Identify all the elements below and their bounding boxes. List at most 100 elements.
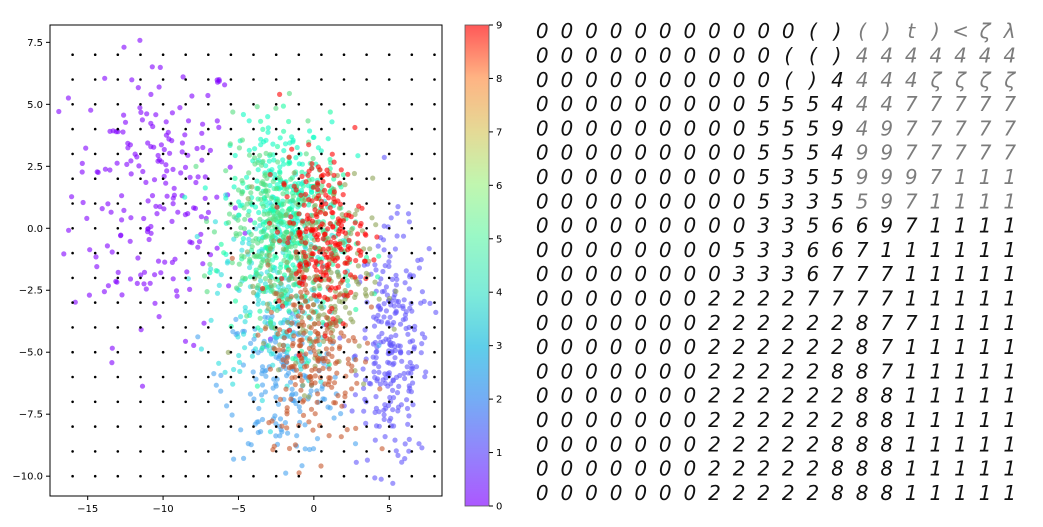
scatter-point-digit-8 — [342, 390, 348, 396]
scatter-point-digit-6 — [283, 287, 289, 293]
scatter-point-digit-7 — [391, 326, 397, 332]
scatter-point-digit-1 — [387, 342, 393, 348]
scatter-point-digit-1 — [410, 366, 416, 372]
manifold-digit-cell: 0 — [659, 457, 672, 481]
manifold-digit-cell: 0 — [536, 384, 549, 408]
scatter-point-digit-9 — [325, 171, 331, 177]
manifold-digit-cell: 4 — [880, 43, 893, 67]
manifold-digit-cell: 2 — [831, 384, 844, 408]
scatter-point-digit-8 — [301, 322, 307, 328]
scatter-point-digit-1 — [353, 459, 359, 465]
grid-dot — [410, 78, 414, 81]
scatter-point-digit-1 — [383, 336, 389, 342]
scatter-point-digit-5 — [265, 343, 271, 349]
scatter-point-digit-9 — [289, 146, 295, 152]
grid-dot — [387, 301, 391, 304]
manifold-digit-cell: 9 — [831, 116, 844, 140]
manifold-digit-cell: 2 — [733, 481, 746, 505]
manifold-digit-cell: 7 — [954, 116, 967, 140]
manifold-digit-cell: 1 — [905, 481, 918, 505]
manifold-digit-cell: 3 — [782, 165, 795, 189]
scatter-point-digit-1 — [390, 387, 396, 393]
scatter-point-digit-6 — [239, 137, 245, 143]
scatter-point-digit-2 — [293, 400, 299, 407]
manifold-digit-cell: 0 — [733, 92, 746, 116]
scatter-point-digit-2 — [240, 362, 246, 368]
scatter-point-digit-7 — [249, 184, 255, 190]
scatter-point-digit-0 — [170, 166, 176, 172]
scatter-point-digit-1 — [397, 321, 404, 327]
grid-dot — [342, 400, 346, 404]
scatter-point-digit-0 — [187, 174, 193, 180]
manifold-digit-cell: 2 — [708, 384, 721, 408]
scatter-point-digit-1 — [398, 350, 404, 356]
scatter-point-digit-1 — [395, 343, 401, 349]
scatter-point-digit-7 — [286, 276, 292, 283]
scatter-point-digit-9 — [371, 257, 377, 263]
scatter-point-digit-8 — [312, 366, 318, 372]
manifold-digit-cell: 2 — [757, 408, 770, 432]
manifold-digit-cell: 7 — [905, 189, 918, 213]
scatter-point-digit-9 — [296, 268, 302, 274]
scatter-point-digit-3 — [236, 352, 242, 359]
grid-dot — [274, 152, 278, 156]
grid-dot — [320, 53, 323, 56]
grid-dot — [252, 326, 255, 329]
scatter-point-digit-4 — [231, 184, 237, 190]
scatter-point-digit-6 — [278, 220, 284, 226]
scatter-point-digit-2 — [259, 416, 266, 423]
grid-dot — [274, 103, 278, 106]
grid-dot — [410, 227, 414, 230]
manifold-digit-cell: ζ — [1003, 68, 1016, 92]
scatter-point-digit-0 — [137, 105, 143, 111]
scatter-point-digit-8 — [326, 351, 332, 357]
scatter-point-digit-7 — [308, 296, 314, 302]
scatter-point-digit-8 — [284, 425, 290, 431]
scatter-point-digit-5 — [255, 325, 261, 331]
scatter-point-digit-8 — [329, 384, 335, 390]
scatter-point-digit-4 — [240, 236, 246, 242]
grid-dot — [342, 202, 346, 205]
grid-dot — [139, 425, 142, 428]
scatter-point-digit-0 — [149, 193, 156, 199]
manifold-digit-cell: 1 — [930, 481, 943, 505]
scatter-point-digit-6 — [211, 229, 217, 235]
grid-dot — [116, 127, 120, 131]
scatter-point-digit-0 — [182, 132, 188, 138]
scatter-point-digit-0 — [147, 280, 153, 286]
manifold-digit-cell: 0 — [585, 19, 598, 43]
grid-dot — [252, 53, 255, 56]
scatter-point-digit-1 — [361, 408, 367, 414]
grid-dot — [342, 301, 346, 304]
scatter-point-digit-7 — [336, 274, 342, 280]
scatter-point-digit-0 — [128, 171, 134, 177]
scatter-point-digit-5 — [236, 212, 242, 218]
scatter-point-digit-1 — [386, 259, 392, 265]
scatter-point-digit-5 — [286, 308, 292, 314]
scatter-point-digit-9 — [274, 204, 280, 210]
scatter-point-digit-2 — [307, 446, 313, 453]
scatter-point-digit-0 — [121, 112, 127, 118]
scatter-point-digit-1 — [422, 335, 428, 341]
scatter-point-digit-0 — [191, 342, 197, 348]
scatter-point-digit-4 — [255, 167, 261, 173]
grid-dot — [387, 276, 391, 280]
scatter-point-digit-0 — [164, 193, 170, 199]
scatter-point-digit-0 — [152, 300, 158, 306]
scatter-point-digit-8 — [316, 367, 322, 373]
scatter-point-digit-6 — [290, 237, 296, 243]
manifold-digit-cell: 2 — [757, 384, 770, 408]
grid-dot — [116, 276, 120, 280]
manifold-digit-cell: 0 — [684, 311, 697, 335]
manifold-digit-cell: 0 — [708, 262, 721, 286]
scatter-point-digit-0 — [200, 261, 206, 267]
scatter-point-digit-8 — [327, 336, 333, 342]
grid-dot — [342, 276, 346, 280]
scatter-point-digit-1 — [373, 355, 379, 361]
manifold-digit-cell: 4 — [831, 92, 844, 116]
scatter-point-digit-1 — [416, 441, 422, 447]
scatter-point-digit-7 — [264, 258, 270, 264]
manifold-digit-cell: 0 — [684, 384, 697, 408]
scatter-point-digit-1 — [380, 237, 387, 243]
scatter-point-digit-6 — [236, 261, 242, 267]
